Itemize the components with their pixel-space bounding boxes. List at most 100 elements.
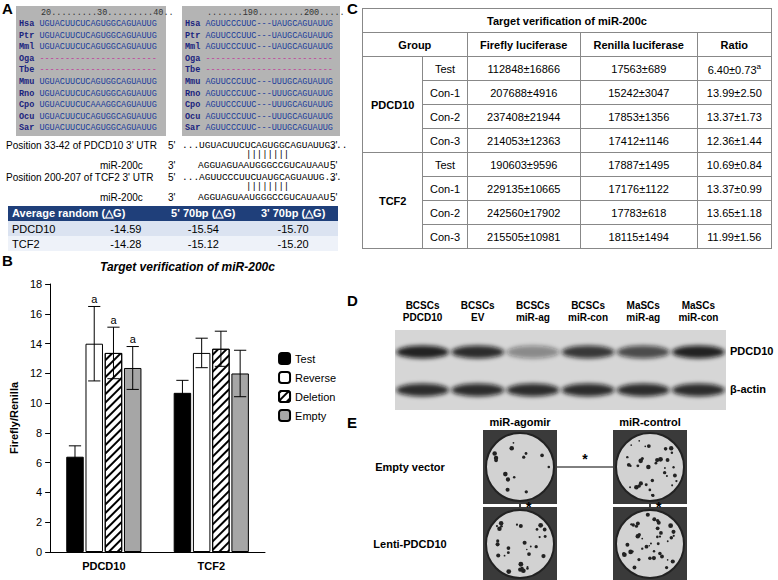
svg-text:a: a bbox=[110, 314, 117, 326]
html-text:Ratio: Ratio bbox=[720, 38, 749, 51]
html-text:Oga: Oga bbox=[185, 53, 201, 64]
svg-text:*: * bbox=[656, 499, 662, 515]
html-text:6.40±0.73a: 6.40±0.73a bbox=[707, 61, 761, 76]
svg-text:Firefly/Renilla: Firefly/Renilla bbox=[8, 381, 20, 454]
html-text:Con-2: Con-2 bbox=[430, 110, 460, 123]
svg-text:Reverse: Reverse bbox=[295, 372, 336, 384]
html-text:-15.70: -15.70 bbox=[277, 222, 309, 235]
html-text:17563±689: 17563±689 bbox=[611, 62, 667, 75]
html-text:-15.54: -15.54 bbox=[187, 222, 219, 235]
html-text:UGUACUUCUCAGUGGCAGUAUUG: UGUACUUCUCAGUGGCAGUAUUG bbox=[39, 30, 157, 41]
svg-text:Lenti-PDCD10: Lenti-PDCD10 bbox=[373, 538, 446, 550]
html-text:15242±3047: 15242±3047 bbox=[608, 86, 670, 99]
html-text:Ocu: Ocu bbox=[19, 111, 35, 122]
html-text:AGUUCCCUUC---UAUGCAGUAUUG: AGUUCCCUUC---UAUGCAGUAUUG bbox=[205, 30, 333, 41]
html-text:17412±1146: 17412±1146 bbox=[608, 134, 669, 147]
html-text:112848±16866: 112848±16866 bbox=[487, 62, 560, 75]
html-text:Rno: Rno bbox=[19, 88, 35, 99]
html-text:207688±4916: 207688±4916 bbox=[490, 86, 558, 99]
html-text:17176±1122: 17176±1122 bbox=[608, 182, 669, 195]
html-text:12.36±1.44: 12.36±1.44 bbox=[706, 134, 762, 147]
svg-text:a: a bbox=[91, 293, 98, 305]
html-text:Test: Test bbox=[434, 62, 456, 75]
html-text:Con-3: Con-3 bbox=[430, 134, 460, 147]
svg-text:18: 18 bbox=[30, 278, 42, 290]
html-text:AGUUCCCUUC---UAUGCAGUAUUG: AGUUCCCUUC---UAUGCAGUAUUG bbox=[205, 42, 333, 53]
html-text:Target verification of miR-200: Target verification of miR-200c bbox=[487, 14, 647, 27]
html-text:Cpo: Cpo bbox=[19, 100, 35, 111]
html-text:UGUACUUCUCAGUGGCAGUAUUG: UGUACUUCUCAGUGGCAGUAUUG bbox=[39, 88, 157, 99]
html-text:TCF2: TCF2 bbox=[378, 194, 407, 207]
html-text:5' 70bp (△G): 5' 70bp (△G) bbox=[171, 207, 236, 219]
svg-text:Deletion: Deletion bbox=[295, 391, 335, 403]
html-text:A: A bbox=[2, 0, 13, 17]
html-text:Con-1: Con-1 bbox=[430, 86, 460, 99]
html-text:242560±17902: 242560±17902 bbox=[487, 206, 561, 219]
html-text:190603±9596: 190603±9596 bbox=[490, 158, 558, 171]
html-text:-14.59: -14.59 bbox=[110, 222, 142, 235]
html-text:PDCD10: PDCD10 bbox=[730, 345, 774, 357]
html-text:-14.28: -14.28 bbox=[110, 237, 142, 250]
svg-text:8: 8 bbox=[36, 427, 42, 439]
html-text:UGUACUUCUCAGUGGCAGUAUUG: UGUACUUCUCAGUGGCAGUAUUG bbox=[39, 42, 157, 53]
html-text:18115±1494: 18115±1494 bbox=[608, 230, 669, 243]
html-text:Con-1: Con-1 bbox=[430, 182, 460, 195]
html-text:13.99±2.50: 13.99±2.50 bbox=[706, 86, 762, 99]
html-text:13.37±0.99: 13.37±0.99 bbox=[706, 182, 762, 195]
svg-text:Empty: Empty bbox=[295, 410, 327, 422]
html-text:17887±1495: 17887±1495 bbox=[608, 158, 670, 171]
svg-text:a: a bbox=[130, 333, 137, 345]
svg-text:*: * bbox=[526, 499, 532, 515]
html-text:Ptr: Ptr bbox=[19, 30, 35, 41]
html-text:3' 70bp (△G): 3' 70bp (△G) bbox=[260, 207, 326, 219]
html-text:Group: Group bbox=[398, 38, 432, 51]
svg-text:12: 12 bbox=[30, 367, 42, 379]
svg-text:16: 16 bbox=[30, 308, 42, 320]
svg-text:Target verification of miR-200: Target verification of miR-200c bbox=[100, 260, 275, 274]
html-text:229135±10665: 229135±10665 bbox=[487, 182, 561, 195]
svg-text:Test: Test bbox=[295, 353, 315, 365]
html-text:TCF2: TCF2 bbox=[12, 237, 40, 250]
html-text:Ptr: Ptr bbox=[185, 30, 201, 41]
html-text:PDCD10: PDCD10 bbox=[12, 222, 56, 235]
html-text:215505±10981: 215505±10981 bbox=[487, 230, 561, 243]
html-text:Tbe: Tbe bbox=[19, 65, 35, 76]
html-text:Con-2: Con-2 bbox=[430, 206, 460, 219]
svg-text:PDCD10: PDCD10 bbox=[82, 560, 125, 572]
html-text:Average random (△G): Average random (△G) bbox=[12, 207, 126, 219]
html-text:UGUACUUCUCAGUGGCAGUAUUG: UGUACUUCUCAGUGGCAGUAUUG bbox=[39, 123, 157, 134]
html-text:Firefly luciferase: Firefly luciferase bbox=[480, 38, 568, 51]
svg-text:6: 6 bbox=[36, 457, 42, 469]
html-text:UGUACUUCUCAAAGGCAGUAUUG: UGUACUUCUCAAAGGCAGUAUUG bbox=[39, 100, 157, 111]
svg-text:*: * bbox=[582, 451, 588, 467]
html-text:Mml: Mml bbox=[185, 42, 201, 53]
svg-text:0: 0 bbox=[36, 546, 42, 558]
svg-text:14: 14 bbox=[30, 338, 42, 350]
html-text:10.69±0.84: 10.69±0.84 bbox=[706, 158, 762, 171]
html-text:UGUACUUCUCAGUGGCAGUAUUG: UGUACUUCUCAGUGGCAGUAUUG bbox=[39, 111, 157, 122]
html-text:237408±21944: 237408±21944 bbox=[487, 110, 561, 123]
svg-text:Empty vector: Empty vector bbox=[375, 461, 445, 473]
svg-text:10: 10 bbox=[30, 397, 42, 409]
html-text:17853±1356: 17853±1356 bbox=[608, 110, 670, 123]
html-text:Mml: Mml bbox=[19, 42, 35, 53]
html-text:Renilla luciferase: Renilla luciferase bbox=[593, 38, 684, 51]
html-text:-15.12: -15.12 bbox=[187, 237, 219, 250]
svg-text:TCF2: TCF2 bbox=[198, 560, 226, 572]
svg-text:2: 2 bbox=[36, 516, 42, 528]
html-text:11.99±1.56: 11.99±1.56 bbox=[707, 230, 762, 243]
svg-text:miR-control: miR-control bbox=[619, 416, 681, 428]
html-text:β-actin: β-actin bbox=[730, 383, 767, 395]
html-text:Test: Test bbox=[434, 158, 456, 171]
html-text:Sar: Sar bbox=[19, 123, 35, 134]
html-text:13.65±1.18: 13.65±1.18 bbox=[706, 206, 762, 219]
html-text:-15.20: -15.20 bbox=[277, 237, 309, 250]
svg-text:4: 4 bbox=[36, 486, 42, 498]
html-text:17783±618: 17783±618 bbox=[611, 206, 667, 219]
html-text:PDCD10: PDCD10 bbox=[371, 98, 415, 111]
html-text:13.37±1.73: 13.37±1.73 bbox=[706, 110, 762, 123]
html-text:Con-3: Con-3 bbox=[430, 230, 460, 243]
svg-text:miR-agomir: miR-agomir bbox=[489, 416, 551, 428]
html-text:214053±12363: 214053±12363 bbox=[487, 134, 561, 147]
html-text:Oga: Oga bbox=[19, 53, 35, 64]
